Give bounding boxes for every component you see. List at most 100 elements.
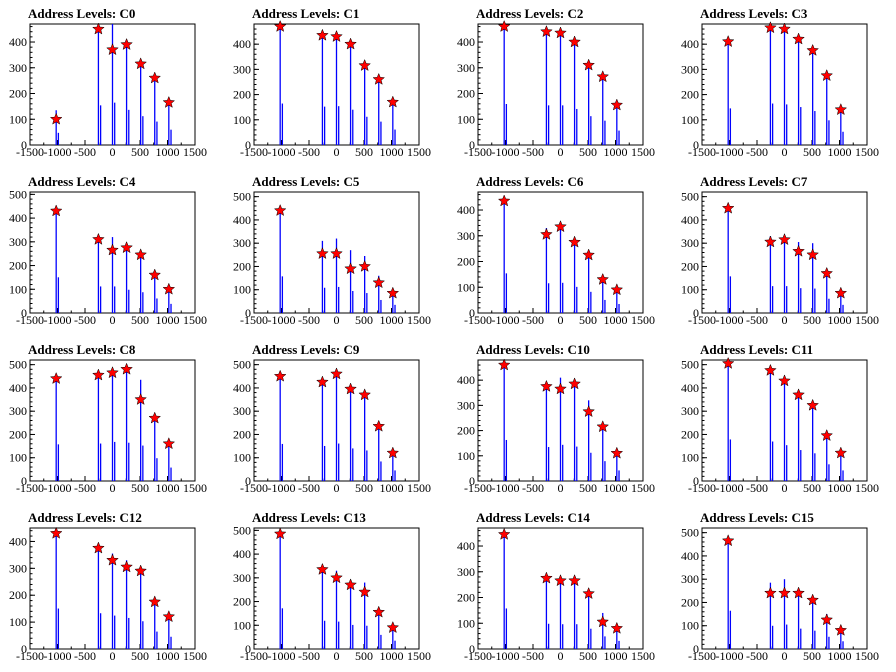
chart-title: Address Levels: C12	[28, 510, 142, 525]
y-tick-label: 100	[457, 616, 475, 630]
chart-title: Address Levels: C5	[252, 174, 360, 189]
peak-marker	[596, 615, 610, 628]
y-tick-label: 0	[245, 474, 251, 488]
x-tick-label: -1500	[16, 481, 44, 495]
x-tick-label: 1500	[407, 649, 431, 663]
y-tick-label: 400	[9, 35, 27, 49]
y-tick-label: 300	[233, 236, 251, 250]
x-tick-label: -1000	[492, 649, 520, 663]
x-tick-label: 1000	[604, 313, 628, 327]
y-tick-label: 400	[457, 373, 475, 387]
plot-area: -1500 -1000 -500 0 500 1000 1500 0 100 200 300 400 5…	[233, 523, 431, 663]
y-tick-label: 0	[693, 474, 699, 488]
y-tick-label: 400	[233, 37, 251, 51]
peak-marker	[554, 574, 567, 587]
y-tick-label: 100	[233, 113, 251, 127]
x-tick-label: -500	[298, 313, 320, 327]
x-tick-label: 1000	[604, 649, 628, 663]
x-tick-label: 0	[558, 649, 564, 663]
peak-marker	[554, 26, 567, 39]
peak-marker	[372, 72, 386, 85]
x-tick-label: 1500	[183, 313, 207, 327]
x-tick-label: -500	[74, 145, 96, 159]
x-tick-label: 0	[110, 145, 116, 159]
plot-area: -1500 -1000 -500 0 500 1000 1500 0 100 200 300 400	[457, 191, 655, 327]
peak-marker	[764, 586, 777, 599]
y-tick-label: 300	[9, 561, 27, 575]
peak-marker	[162, 95, 176, 108]
peak-marker	[358, 58, 372, 72]
x-tick-label: 1000	[380, 313, 404, 327]
x-tick-label: 1500	[407, 145, 431, 159]
peak-marker	[806, 593, 820, 606]
y-tick-label: 200	[233, 427, 251, 441]
y-tick-label: 300	[233, 571, 251, 585]
x-tick-label: 0	[334, 481, 340, 495]
x-tick-label: 0	[782, 649, 788, 663]
peak-marker	[764, 21, 777, 34]
y-tick-label: 200	[681, 427, 699, 441]
y-tick-label: 400	[681, 549, 699, 563]
x-tick-label: 0	[110, 313, 116, 327]
chart-panel: Address Levels: C3 -1500 -1000 -500 0 500 1000…	[672, 0, 896, 168]
y-tick-label: 400	[457, 203, 475, 217]
peak-marker	[386, 286, 400, 299]
peak-marker	[764, 235, 777, 248]
y-tick-label: 100	[9, 282, 27, 296]
x-tick-label: 1500	[855, 313, 879, 327]
peak-marker	[540, 379, 553, 392]
peak-marker	[162, 610, 176, 623]
peak-marker	[582, 248, 596, 261]
x-tick-label: -1000	[716, 481, 744, 495]
chart-title: Address Levels: C15	[700, 510, 814, 525]
plot-area: -1500 -1000 -500 0 500 1000 1500 0 100 200 300 400	[457, 19, 655, 159]
x-tick-label: -500	[746, 481, 768, 495]
chart-title: Address Levels: C14	[476, 510, 590, 525]
plot-area: -1500 -1000 -500 0 500 1000 1500 0 100 200 300 400	[9, 526, 207, 663]
peak-marker	[792, 32, 805, 45]
x-tick-label: 0	[782, 481, 788, 495]
x-tick-label: 1000	[156, 313, 180, 327]
peak-marker	[568, 574, 581, 587]
peak-marker	[792, 244, 805, 257]
x-tick-label: 0	[334, 313, 340, 327]
peak-marker	[568, 235, 581, 248]
peak-marker	[49, 204, 63, 217]
peak-marker	[120, 560, 133, 573]
peak-marker	[92, 232, 105, 245]
x-tick-label: 1500	[183, 145, 207, 159]
x-tick-label: 1500	[407, 481, 431, 495]
chart-title: Address Levels: C8	[28, 342, 136, 357]
x-tick-label: -1000	[716, 145, 744, 159]
y-tick-label: 400	[233, 213, 251, 227]
peak-marker	[49, 112, 63, 125]
x-tick-label: 1000	[828, 481, 852, 495]
x-tick-label: 0	[110, 649, 116, 663]
chart-title: Address Levels: C1	[252, 6, 360, 21]
x-tick-label: 0	[782, 145, 788, 159]
y-tick-label: 300	[681, 404, 699, 418]
peak-marker	[148, 268, 162, 281]
x-tick-label: -500	[74, 313, 96, 327]
chart-title: Address Levels: C3	[700, 6, 808, 21]
plot-area: -1500 -1000 -500 0 500 1000 1500 0 100 200 300 400 5…	[681, 356, 879, 495]
peak-marker	[344, 578, 357, 591]
x-tick-label: 1500	[631, 145, 655, 159]
peak-marker	[582, 404, 596, 418]
y-tick-label: 0	[469, 306, 475, 320]
chart-panel: Address Levels: C13 -1500 -1000 -500 0 500 100…	[224, 504, 448, 672]
y-tick-label: 200	[457, 255, 475, 269]
y-tick-label: 300	[681, 572, 699, 586]
chart-title: Address Levels: C2	[476, 6, 584, 21]
peak-marker	[106, 243, 119, 256]
peak-marker	[820, 428, 834, 442]
x-tick-label: 1000	[380, 649, 404, 663]
peak-marker	[49, 526, 63, 539]
peak-marker	[330, 571, 343, 584]
y-tick-label: 100	[681, 619, 699, 633]
chart-title: Address Levels: C6	[476, 174, 584, 189]
peak-marker	[316, 375, 329, 388]
x-tick-label: 1000	[604, 481, 628, 495]
x-tick-label: 500	[803, 481, 821, 495]
